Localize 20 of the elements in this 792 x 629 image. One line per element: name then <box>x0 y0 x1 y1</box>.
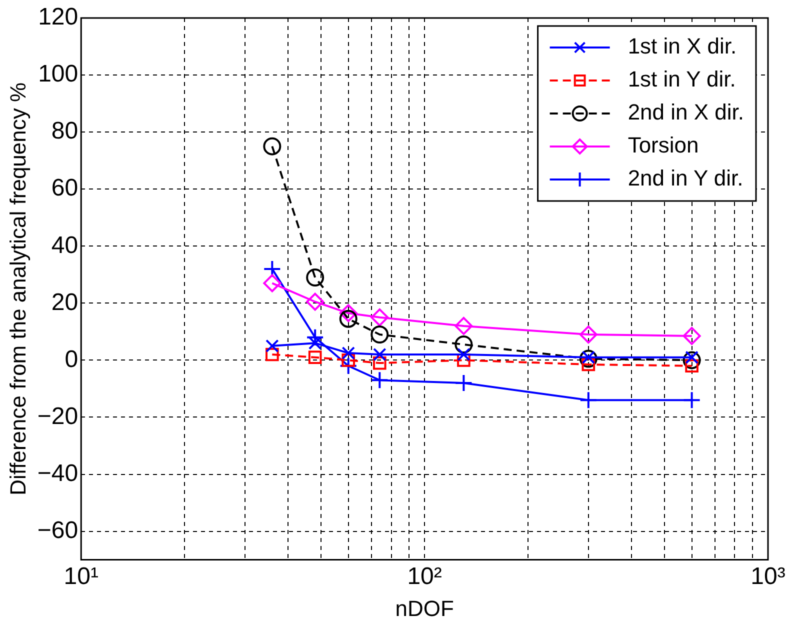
x-axis-title: nDOF <box>395 596 454 621</box>
y-tick-label: 80 <box>51 118 78 145</box>
legend-label: 2nd in X dir. <box>628 100 744 125</box>
legend-label: 1st in X dir. <box>628 34 737 59</box>
y-tick-label: −40 <box>37 460 78 487</box>
y-axis-title: Difference from the analytical frequency % <box>5 82 30 496</box>
y-tick-label: −60 <box>37 516 78 544</box>
y-tick-label: 40 <box>51 232 78 259</box>
x-tick-label: 10³ <box>750 562 786 590</box>
legend-label: 2nd in Y dir. <box>628 166 744 191</box>
y-tick-label: 120 <box>38 4 78 31</box>
y-tick-label: −20 <box>37 402 78 430</box>
y-tick-label: 60 <box>51 174 78 202</box>
y-tick-label: 20 <box>51 288 78 316</box>
x-tick-label: 10¹ <box>64 562 98 590</box>
legend-label: Torsion <box>628 132 699 158</box>
y-tick-label: 0 <box>64 346 78 373</box>
legend-label: 1st in Y dir. <box>628 66 736 92</box>
y-tick-label: 100 <box>38 60 78 88</box>
x-tick-label: 10² <box>407 562 442 590</box>
